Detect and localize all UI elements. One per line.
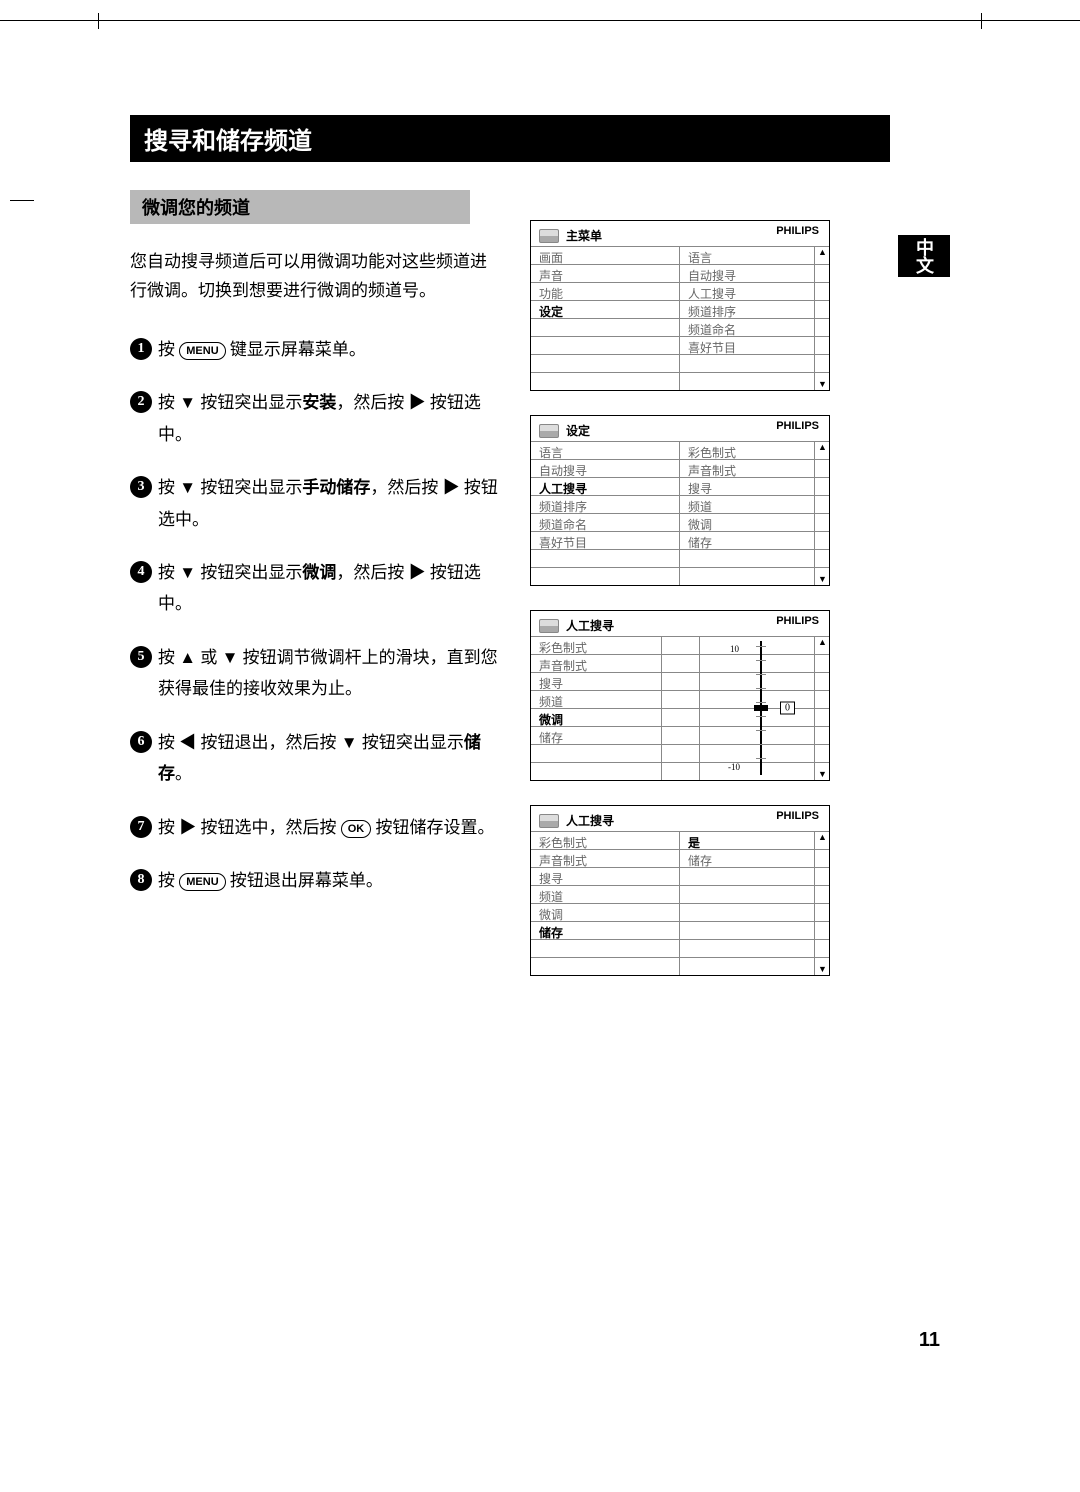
step-2: 2 按 ▼ 按钮突出显示安装，然后按 ▶ 按钮选中。 — [130, 387, 510, 450]
menu-box: 人工搜寻PHILIPS彩色制式是声音制式储存搜寻频道微调储存▲▼ — [530, 805, 830, 976]
menu-title: 人工搜寻 — [566, 812, 614, 829]
step-number: 4 — [130, 561, 152, 583]
step-text: 按 MENU 按钮退出屏幕菜单。 — [158, 865, 510, 896]
menu-screenshots: 主菜单PHILIPS画面语言声音自动搜寻功能人工搜寻设定频道排序频道命名喜好节目… — [530, 220, 830, 1000]
tv-icon — [539, 229, 559, 243]
tv-icon — [539, 424, 559, 438]
menu-button-icon: MENU — [179, 873, 225, 891]
language-tab: 中文 — [898, 235, 950, 277]
page-title: 搜寻和储存频道 — [130, 115, 890, 162]
step-6: 6 按 ◀ 按钮退出，然后按 ▼ 按钮突出显示储存。 — [130, 727, 510, 790]
brand-label: PHILIPS — [776, 420, 819, 432]
menu-title: 主菜单 — [566, 227, 602, 244]
menu-button-icon: MENU — [179, 342, 225, 360]
step-number: 3 — [130, 476, 152, 498]
crop-mark-left — [10, 200, 34, 201]
scroll-down-icon: ▼ — [818, 379, 827, 389]
fine-tune-slider: 10 -10 0 — [699, 636, 814, 780]
step-text: 按 MENU 键显示屏幕菜单。 — [158, 334, 510, 365]
step-text: 按 ▶ 按钮选中，然后按 OK 按钮储存设置。 — [158, 812, 510, 843]
menu-title: 人工搜寻 — [566, 617, 614, 634]
menu-box: 设定PHILIPS语言彩色制式自动搜寻声音制式人工搜寻搜寻频道排序频道频道命名微… — [530, 415, 830, 586]
step-number: 7 — [130, 816, 152, 838]
step-text: 按 ▲ 或 ▼ 按钮调节微调杆上的滑块，直到您获得最佳的接收效果为止。 — [158, 642, 510, 705]
scroll-up-icon: ▲ — [818, 832, 827, 842]
scroll-down-icon: ▼ — [818, 964, 827, 974]
scroll-up-icon: ▲ — [818, 247, 827, 257]
step-1: 1 按 MENU 键显示屏幕菜单。 — [130, 334, 510, 365]
tv-icon — [539, 814, 559, 828]
page-subtitle: 微调您的频道 — [130, 190, 470, 224]
slider-value: 0 — [780, 702, 795, 715]
step-text: 按 ▼ 按钮突出显示安装，然后按 ▶ 按钮选中。 — [158, 387, 510, 450]
menu-title: 设定 — [566, 422, 590, 439]
step-text: 按 ▼ 按钮突出显示手动储存，然后按 ▶ 按钮选中。 — [158, 472, 510, 535]
scroll-down-icon: ▼ — [818, 574, 827, 584]
step-number: 6 — [130, 731, 152, 753]
step-number: 1 — [130, 338, 152, 360]
scroll-up-icon: ▲ — [818, 442, 827, 452]
menu-box: 人工搜寻PHILIPS彩色制式声音制式搜寻频道微调储存▲▼ 10 -10 0 — [530, 610, 830, 781]
step-8: 8 按 MENU 按钮退出屏幕菜单。 — [130, 865, 510, 896]
scroll-up-icon: ▲ — [818, 637, 827, 647]
step-text: 按 ▼ 按钮突出显示微调，然后按 ▶ 按钮选中。 — [158, 557, 510, 620]
step-3: 3 按 ▼ 按钮突出显示手动储存，然后按 ▶ 按钮选中。 — [130, 472, 510, 535]
ok-button-icon: OK — [341, 820, 372, 838]
step-4: 4 按 ▼ 按钮突出显示微调，然后按 ▶ 按钮选中。 — [130, 557, 510, 620]
tv-icon — [539, 619, 559, 633]
scroll-down-icon: ▼ — [818, 769, 827, 779]
brand-label: PHILIPS — [776, 810, 819, 822]
brand-label: PHILIPS — [776, 615, 819, 627]
step-7: 7 按 ▶ 按钮选中，然后按 OK 按钮储存设置。 — [130, 812, 510, 843]
page-number: 11 — [919, 1329, 940, 1352]
crop-mark-top — [0, 20, 1080, 21]
step-number: 2 — [130, 391, 152, 413]
step-text: 按 ◀ 按钮退出，然后按 ▼ 按钮突出显示储存。 — [158, 727, 510, 790]
intro-text: 您自动搜寻频道后可以用微调功能对这些频道进行微调。切换到想要进行微调的频道号。 — [130, 248, 500, 306]
slider-handle — [754, 705, 768, 711]
brand-label: PHILIPS — [776, 225, 819, 237]
step-5: 5 按 ▲ 或 ▼ 按钮调节微调杆上的滑块，直到您获得最佳的接收效果为止。 — [130, 642, 510, 705]
step-number: 5 — [130, 646, 152, 668]
step-number: 8 — [130, 869, 152, 891]
menu-box: 主菜单PHILIPS画面语言声音自动搜寻功能人工搜寻设定频道排序频道命名喜好节目… — [530, 220, 830, 391]
